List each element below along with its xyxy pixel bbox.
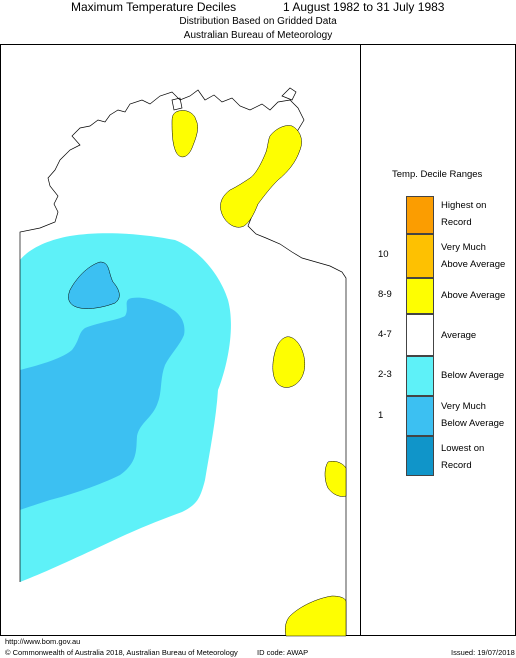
legend-panel — [361, 44, 516, 636]
legend-swatch-below-average — [406, 356, 434, 396]
legend-swatch-lowest-on-record — [406, 436, 434, 476]
legend-range-10: 10 — [378, 249, 389, 260]
legend-label-average: Average — [441, 330, 477, 341]
map-title: Maximum Temperature Deciles — [71, 0, 237, 14]
legend-swatch-highest-on-record — [406, 196, 434, 234]
legend-swatch-very-much-below-average — [406, 396, 434, 436]
subtitle-line1: Distribution Based on Gridded Data — [179, 16, 337, 27]
above-average-region-gulf — [272, 336, 305, 388]
legend-swatch-above-average — [406, 278, 434, 314]
very-much-below-average-region — [20, 297, 185, 510]
footer-id-code: ID code: AWAP — [257, 648, 309, 657]
island-coastline — [171, 87, 297, 111]
footer-issued: Issued: 19/07/2018 — [451, 648, 515, 657]
above-average-region-south — [284, 595, 347, 637]
above-average-region-tiwi — [171, 110, 198, 158]
footer-copyright: © Commonwealth of Australia 2018, Austra… — [5, 648, 238, 657]
very-much-below-average-blob — [68, 261, 120, 309]
legend-range-8-9: 8-9 — [378, 289, 392, 300]
above-average-region-arnhem — [220, 125, 302, 228]
legend-range-1: 1 — [378, 410, 384, 421]
above-average-region-east — [324, 461, 347, 497]
legend-title: Temp. Decile Ranges — [392, 169, 483, 180]
coastline — [19, 89, 347, 636]
legend-label-highest-on-record: Highest on Record — [441, 200, 487, 228]
legend-label-very-much-below-average: Very Much Below Average — [441, 401, 505, 429]
legend-range-2-3: 2-3 — [378, 369, 392, 380]
legend-label-below-average: Below Average — [441, 370, 505, 381]
legend-label-lowest-on-record: Lowest on Record — [441, 443, 485, 471]
date-range: 1 August 1982 to 31 July 1983 — [283, 0, 445, 14]
subtitle-line2: Australian Bureau of Meteorology — [183, 30, 333, 41]
legend-label-very-much-above-average: Very Much Above Average — [441, 242, 506, 270]
legend-label-above-average: Above Average — [441, 290, 506, 301]
legend-range-4-7: 4-7 — [378, 329, 392, 340]
legend-swatch-very-much-above-average — [406, 234, 434, 278]
footer-url[interactable]: http://www.bom.gov.au — [5, 637, 81, 646]
legend-swatch-average — [406, 314, 434, 356]
